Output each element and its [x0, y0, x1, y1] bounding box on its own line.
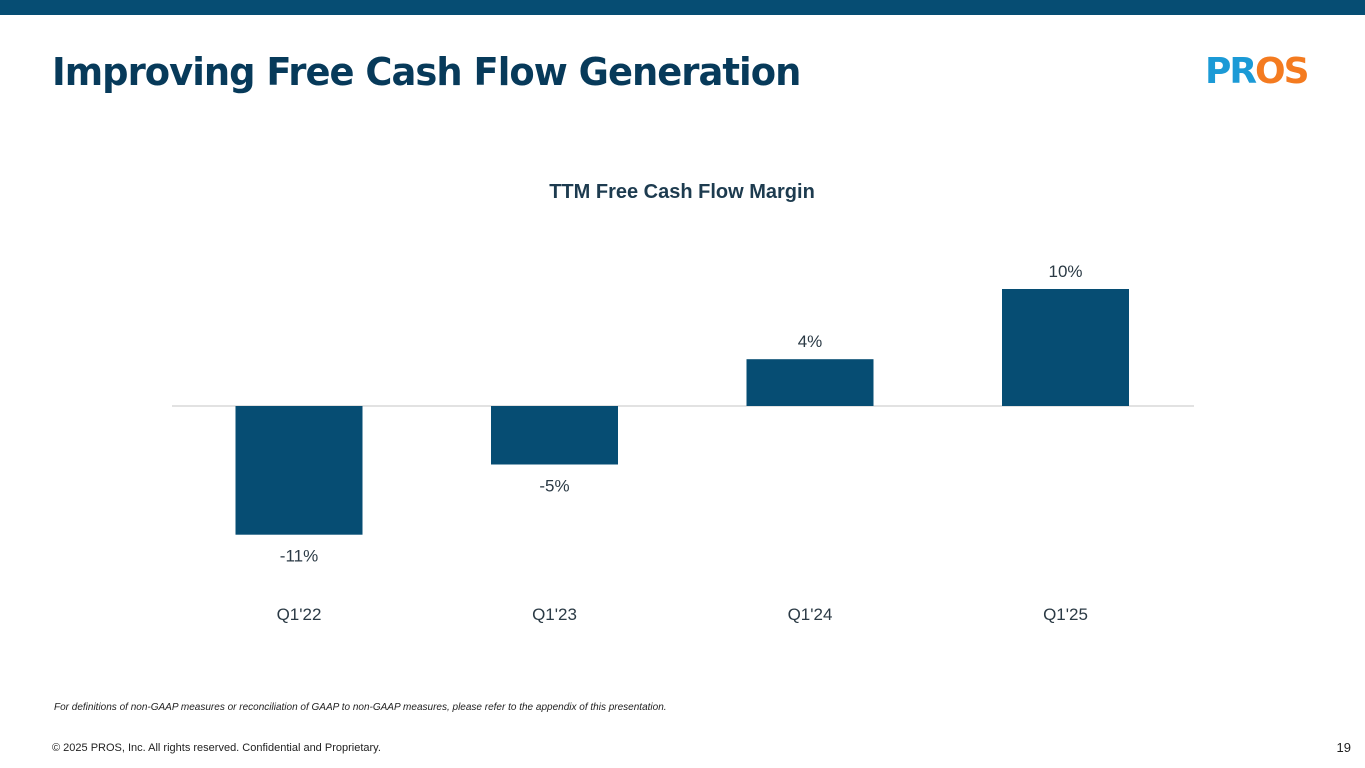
chart-title: TTM Free Cash Flow Margin: [549, 181, 815, 203]
data-label: -5%: [539, 477, 569, 496]
x-tick-label: Q1'22: [277, 605, 322, 624]
bars-layer: -11% Q1'22 -5% Q1'23 4% Q1'24 10% Q1'25: [235, 262, 1129, 624]
bar-q122: [235, 406, 363, 535]
bar-q125: [1002, 289, 1129, 406]
bar-q123: [491, 406, 618, 465]
data-label: -11%: [280, 547, 318, 566]
fcf-margin-chart: TTM Free Cash Flow Margin -11% Q1'22 -5% Q1…: [172, 181, 1194, 624]
x-tick-label: Q1'25: [1043, 605, 1088, 624]
footnote: For definitions of non-GAAP measures or …: [54, 702, 667, 713]
x-tick-label: Q1'23: [532, 605, 577, 624]
copyright-text: © 2025 PROS, Inc. All rights reserved. C…: [52, 742, 381, 754]
x-tick-label: Q1'24: [788, 605, 833, 624]
logo-text-left: PR: [1205, 51, 1256, 88]
logo-text-right: OS: [1255, 51, 1308, 88]
page-title: Improving Free Cash Flow Generation: [52, 50, 801, 94]
data-label: 4%: [798, 332, 823, 351]
top-brand-bar: [0, 0, 1365, 15]
bar-q124: [746, 359, 874, 406]
data-label: 10%: [1048, 262, 1082, 281]
page-number: 19: [1336, 740, 1351, 755]
pros-logo: PR OS: [1205, 51, 1310, 88]
